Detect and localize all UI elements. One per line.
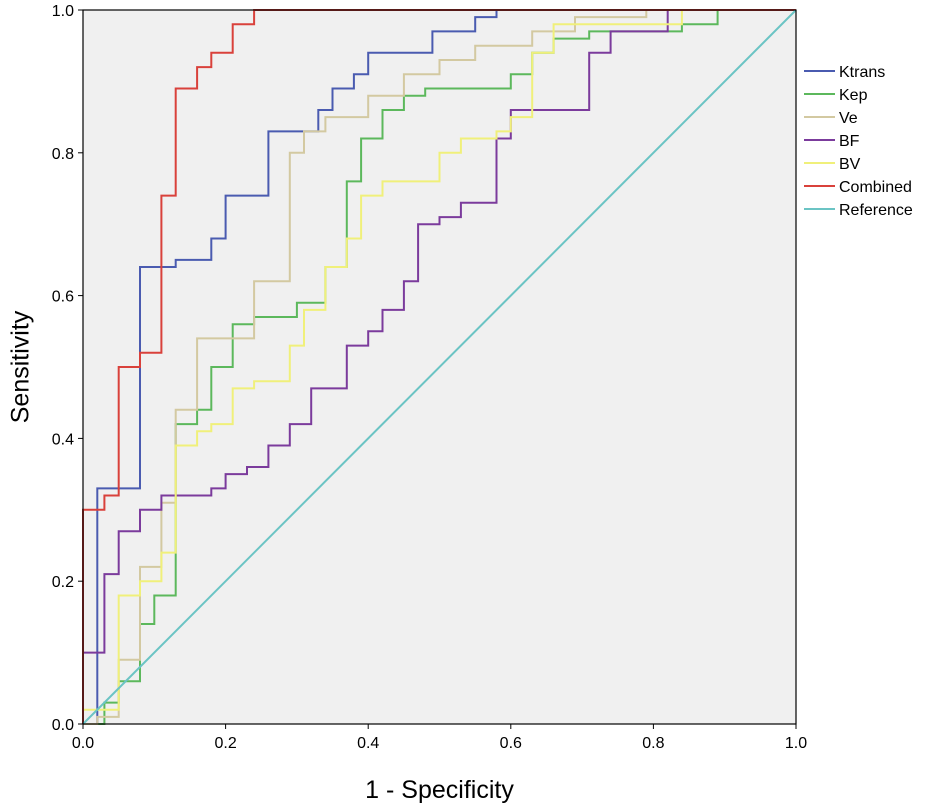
y-tick-label: 1.0 <box>52 3 74 20</box>
plot-frame <box>82 9 797 725</box>
x-tick-label: 0.0 <box>72 735 94 752</box>
y-tick-label: 0.8 <box>52 146 74 163</box>
ticks-layer: 0.0 0.2 0.4 0.6 0.8 1.0 0.0 0.2 0.4 0.6 0.8 1.0 <box>52 3 807 752</box>
series-line-reference <box>82 9 797 725</box>
legend-label-bv: BV <box>839 156 861 173</box>
series-line-bf <box>82 9 796 724</box>
legend-label-bf: BF <box>839 133 860 150</box>
series-line-ktrans <box>83 9 796 725</box>
legend-label-ktrans: Ktrans <box>839 64 885 81</box>
legend-label-kep: Kep <box>839 87 868 104</box>
series-layer <box>82 9 797 725</box>
x-tick-label: 0.8 <box>642 735 664 752</box>
x-tick-label: 0.6 <box>500 735 522 752</box>
x-tick-label: 0.4 <box>357 735 379 752</box>
y-tick-label: 0.0 <box>52 717 74 734</box>
legend-label-reference: Reference <box>839 202 913 219</box>
series-line-combined <box>82 9 796 724</box>
x-tick-label: 0.2 <box>214 735 236 752</box>
y-axis-title: Sensitivity <box>7 310 35 423</box>
legend-label-ve: Ve <box>839 110 858 127</box>
y-tick-label: 0.4 <box>52 431 74 448</box>
y-tick-label: 0.6 <box>52 289 74 306</box>
y-tick-label: 0.2 <box>52 574 74 591</box>
legend: Ktrans Kep Ve BF BV Combined Reference <box>804 64 913 219</box>
legend-label-combined: Combined <box>839 179 912 196</box>
x-axis-title: 1 - Specificity <box>365 776 514 804</box>
x-tick-label: 1.0 <box>785 735 807 752</box>
series-line-bv <box>82 9 796 724</box>
